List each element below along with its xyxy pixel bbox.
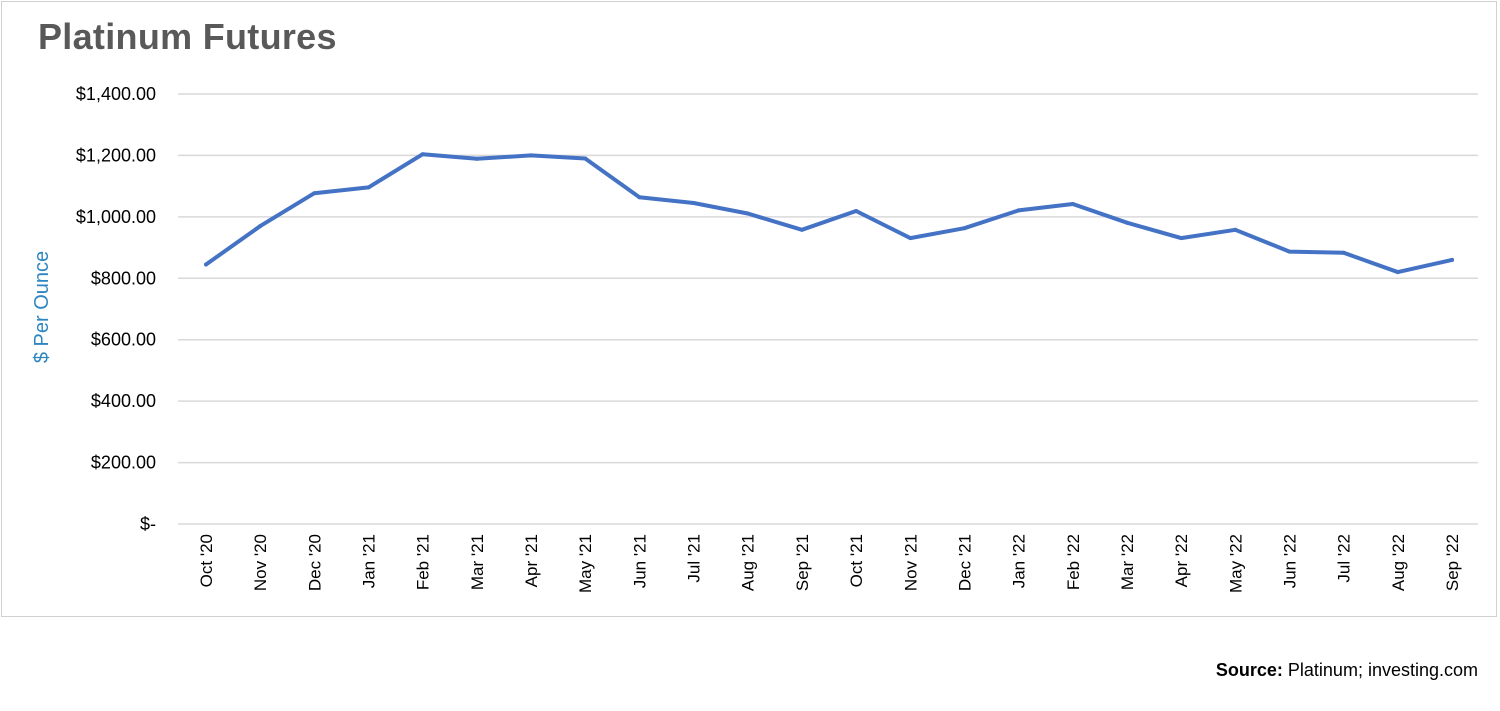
data-point bbox=[1233, 227, 1238, 232]
data-point bbox=[799, 227, 804, 232]
data-point bbox=[1179, 236, 1184, 241]
x-tick-label: Nov '21 bbox=[901, 534, 920, 591]
y-tick-label: $600.00 bbox=[91, 330, 156, 350]
x-tick-label: Mar '22 bbox=[1118, 534, 1137, 590]
x-tick-label: Sep '22 bbox=[1443, 534, 1462, 591]
data-point bbox=[691, 201, 696, 206]
data-point bbox=[474, 156, 479, 161]
x-tick-label: Nov '20 bbox=[251, 534, 270, 591]
data-point bbox=[312, 191, 317, 196]
gridlines bbox=[178, 93, 1478, 525]
data-point bbox=[745, 211, 750, 216]
x-tick-label: Apr '22 bbox=[1172, 534, 1191, 587]
data-point bbox=[1016, 208, 1021, 213]
data-point bbox=[583, 156, 588, 161]
x-tick-label: May '22 bbox=[1226, 534, 1245, 593]
x-tick-label: Oct '20 bbox=[197, 534, 216, 587]
data-point bbox=[854, 209, 859, 214]
data-point bbox=[962, 226, 967, 231]
x-tick-label: Jan '21 bbox=[360, 534, 379, 588]
data-point bbox=[529, 153, 534, 158]
series-line bbox=[204, 152, 1454, 275]
x-tick-label: Oct '21 bbox=[847, 534, 866, 587]
data-point bbox=[258, 224, 263, 229]
y-tick-label: $800.00 bbox=[91, 268, 156, 288]
y-tick-label: $1,000.00 bbox=[76, 207, 156, 227]
chart-title: Platinum Futures bbox=[38, 16, 337, 57]
x-tick-label: Jan '22 bbox=[1010, 534, 1029, 588]
y-tick-label: $400.00 bbox=[91, 391, 156, 411]
source-note: Source: Platinum; investing.com bbox=[1216, 660, 1478, 681]
x-tick-label: Jun '22 bbox=[1280, 534, 1299, 588]
x-tick-label: Jun '21 bbox=[630, 534, 649, 588]
x-axis-ticks: Oct '20 Nov '20 Dec '20 Jan '21 Feb '21 Mar '… bbox=[197, 534, 1462, 593]
source-text: Platinum; investing.com bbox=[1282, 660, 1478, 680]
chart-frame: Platinum Futures $- $200.00 $400.00 $600.00… bbox=[1, 1, 1497, 617]
data-point bbox=[204, 262, 208, 267]
line-chart: $- $200.00 $400.00 $600.00 $800.00 $1,000.00 $… bbox=[31, 84, 1478, 593]
y-tick-label: $1,200.00 bbox=[76, 145, 156, 165]
data-point bbox=[1124, 220, 1129, 225]
data-point bbox=[366, 185, 371, 190]
series-layer bbox=[204, 152, 1454, 275]
x-tick-label: Mar '21 bbox=[468, 534, 487, 590]
x-tick-label: Dec '21 bbox=[955, 534, 974, 591]
data-point bbox=[1287, 249, 1292, 254]
source-label: Source: bbox=[1215, 660, 1283, 680]
x-tick-label: Apr '21 bbox=[522, 534, 541, 587]
x-tick-label: Jul '21 bbox=[685, 534, 704, 583]
x-tick-label: Aug '22 bbox=[1389, 534, 1408, 591]
x-tick-label: Jul '22 bbox=[1335, 534, 1354, 583]
data-point bbox=[1450, 257, 1454, 262]
y-axis-title: $ Per Ounce bbox=[31, 251, 53, 363]
data-point bbox=[1341, 250, 1346, 255]
data-point bbox=[637, 195, 642, 200]
y-tick-label: $1,400.00 bbox=[76, 84, 156, 104]
x-tick-label: Sep '21 bbox=[793, 534, 812, 591]
data-point bbox=[1070, 201, 1075, 206]
data-point bbox=[420, 152, 425, 157]
y-tick-label: $- bbox=[140, 514, 156, 534]
y-axis-ticks: $- $200.00 $400.00 $600.00 $800.00 $1,000.00 $… bbox=[76, 84, 156, 534]
data-point bbox=[908, 236, 913, 241]
x-tick-label: Feb '22 bbox=[1064, 534, 1083, 590]
x-tick-label: Feb '21 bbox=[414, 534, 433, 590]
y-tick-label: $200.00 bbox=[91, 453, 156, 473]
x-tick-label: Aug '21 bbox=[739, 534, 758, 591]
x-tick-label: May '21 bbox=[576, 534, 595, 593]
x-tick-label: Dec '20 bbox=[305, 534, 324, 591]
data-point bbox=[1395, 270, 1400, 275]
